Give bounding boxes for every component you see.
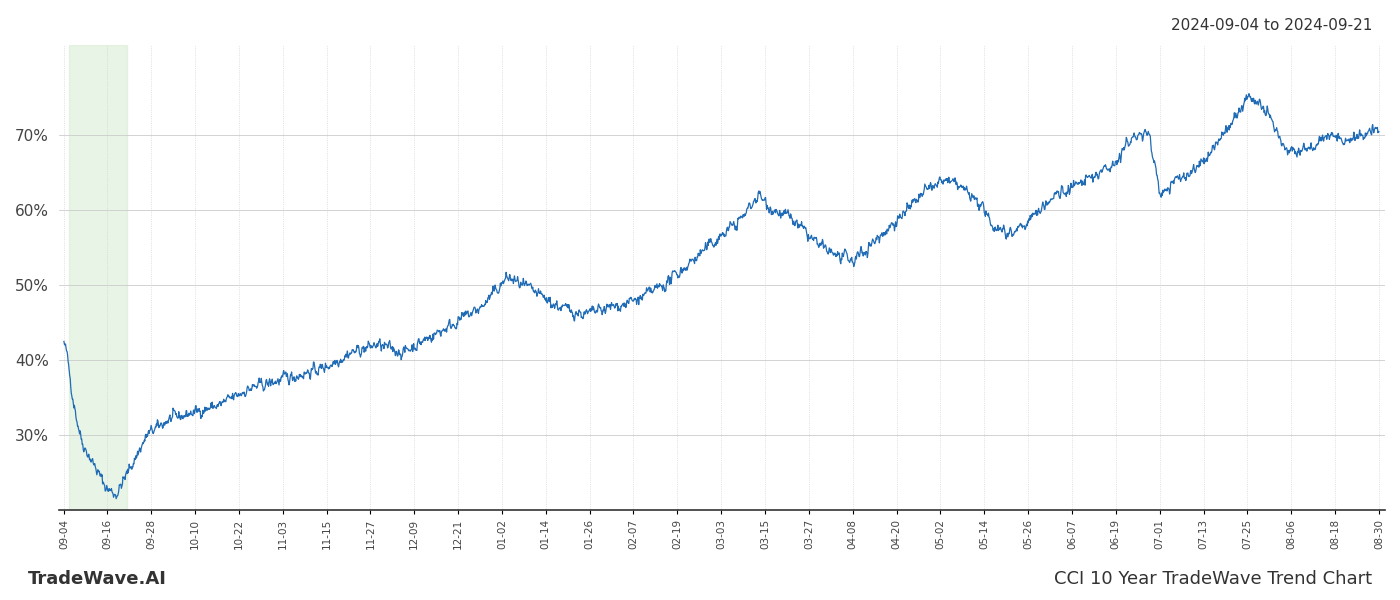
Text: TradeWave.AI: TradeWave.AI [28, 570, 167, 588]
Text: CCI 10 Year TradeWave Trend Chart: CCI 10 Year TradeWave Trend Chart [1054, 570, 1372, 588]
Bar [69, 45, 126, 510]
Text: 2024-09-04 to 2024-09-21: 2024-09-04 to 2024-09-21 [1170, 18, 1372, 33]
